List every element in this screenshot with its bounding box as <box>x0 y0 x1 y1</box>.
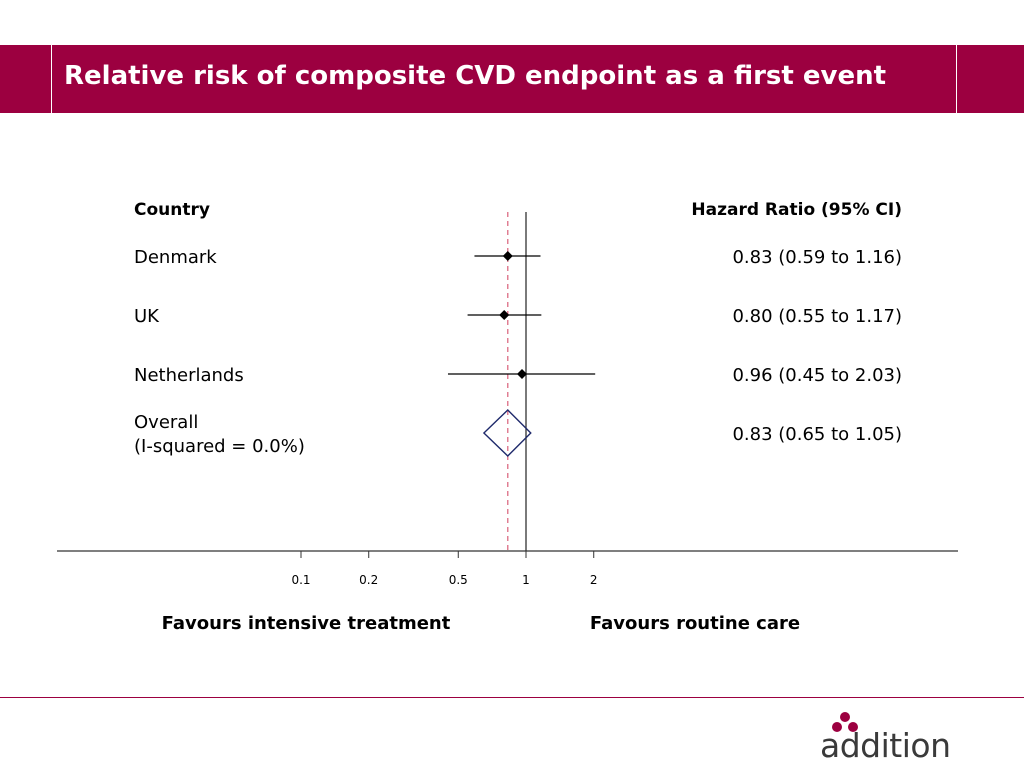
slide-title: Relative risk of composite CVD endpoint … <box>64 61 887 91</box>
title-edge <box>956 45 957 113</box>
x-tick-label: 0.2 <box>359 573 378 587</box>
overall-diamond <box>482 409 532 457</box>
x-tick-label: 0.5 <box>449 573 468 587</box>
hazard-ratio-text: 0.83 (0.59 to 1.16) <box>732 247 902 268</box>
study-label: Netherlands <box>134 365 244 386</box>
overall-hazard-ratio-text: 0.83 (0.65 to 1.05) <box>732 424 902 445</box>
point-estimate <box>499 310 510 320</box>
hazard-ratio-text: 0.96 (0.45 to 2.03) <box>732 365 902 386</box>
heterogeneity-label: (I-squared = 0.0%) <box>134 436 305 457</box>
x-tick-label: 2 <box>590 573 598 587</box>
title-bar: Relative risk of composite CVD endpoint … <box>0 45 1024 113</box>
logo-dot-top <box>840 712 850 722</box>
favours-right-label: Favours routine care <box>590 613 800 634</box>
addition-logo: addition <box>820 712 960 765</box>
forest-plot: Country Hazard Ratio (95% CI) Denmark 0.83 … <box>57 200 958 634</box>
title-divider <box>51 45 52 113</box>
logo-dot-right <box>848 722 858 732</box>
hazard-ratio-text: 0.80 (0.55 to 1.17) <box>732 306 902 327</box>
column-header-country: Country <box>134 200 210 220</box>
study-label: UK <box>134 306 160 327</box>
point-estimate <box>517 369 528 379</box>
x-tick-label: 1 <box>522 573 530 587</box>
footer-rule <box>0 697 1024 698</box>
point-estimate <box>502 251 513 261</box>
logo-text: addition <box>820 726 951 765</box>
favours-left-label: Favours intensive treatment <box>162 613 451 634</box>
column-header-hazard-ratio: Hazard Ratio (95% CI) <box>691 200 902 220</box>
overall-label: Overall <box>134 412 198 433</box>
x-tick-label: 0.1 <box>291 573 310 587</box>
logo-dot-left <box>832 722 842 732</box>
study-label: Denmark <box>134 247 217 268</box>
